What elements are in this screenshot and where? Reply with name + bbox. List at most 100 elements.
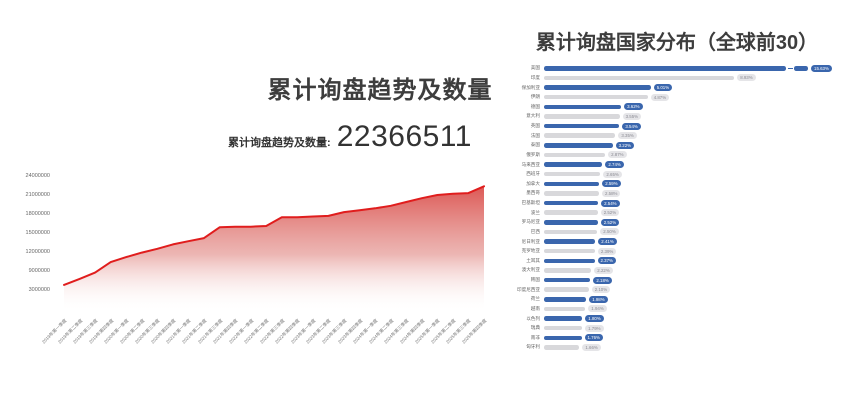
bar-row: 美国 15.63%: [506, 64, 850, 73]
bar-country-label: 澳大利亚: [521, 267, 540, 273]
bar-value-pill: 2.87%: [608, 151, 627, 159]
y-axis-label: 24000000: [25, 172, 50, 179]
trend-stat-value: 22366511: [336, 120, 472, 153]
bar-value-pill: 2.18%: [593, 276, 612, 284]
bar-row: 印度尼西亚 2.10%: [506, 285, 850, 294]
bar-row: 匈牙利 1.66%: [506, 343, 850, 352]
bar-value-pill: 3.22%: [615, 141, 635, 149]
bar-country-label: 墨西哥: [526, 190, 540, 196]
bar: [544, 258, 595, 264]
bar-row: 巴西 2.50%: [506, 228, 850, 237]
bar-country-label: 俄罗斯: [526, 151, 540, 157]
bar: [544, 325, 583, 331]
y-axis-label: 21000000: [25, 191, 50, 198]
bar-country-label: 南非: [530, 334, 540, 340]
bar-country-label: 加拿大: [526, 180, 540, 186]
y-axis-label: 18000000: [25, 210, 50, 217]
bar-value-pill: 2.54%: [601, 199, 620, 207]
bar: [544, 66, 786, 71]
bar-row: 保加利亚 5.01%: [506, 83, 850, 92]
bar-country-label: 西班牙: [526, 171, 540, 177]
bar: [544, 171, 601, 177]
bar-country-label: 巴西: [530, 228, 540, 234]
bar-country-label: 匈牙利: [526, 344, 540, 350]
trend-svg: [63, 185, 485, 310]
bar-value-pill: 5.01%: [653, 84, 673, 92]
bar-row: 荷兰 1.98%: [506, 295, 850, 304]
bar: [544, 220, 598, 225]
bar-row: 土耳其 2.37%: [506, 257, 850, 266]
bar-value-pill: 3.35%: [618, 132, 637, 140]
bar-country-label: 越南: [530, 305, 540, 311]
trend-stat: 累计询盘趋势及数量: 22366511: [170, 120, 530, 154]
bar-row: 澳大利亚 2.22%: [506, 266, 850, 275]
y-axis-label: 15000000: [25, 229, 50, 236]
bar: [544, 143, 613, 148]
bar-value-pill: 2.65%: [603, 170, 622, 178]
bar: [544, 123, 620, 129]
y-axis-label: 9000000: [28, 267, 50, 274]
bar-value-pill: 1.94%: [588, 305, 607, 313]
bar: [544, 268, 592, 273]
bar-row: 伊朗 4.87%: [506, 93, 850, 102]
bar-value-pill: 2.52%: [600, 209, 620, 217]
trend-chart-title: 累计询盘趋势及数量: [267, 77, 493, 104]
bar-value-pill: 8.93%: [737, 74, 756, 82]
bar: [544, 277, 591, 283]
bar-row: 加拿大 2.59%: [506, 180, 850, 189]
bar: [544, 239, 596, 244]
bar-value-pill: 3.55%: [622, 112, 642, 120]
bar-country-label: 英国: [530, 123, 540, 129]
trend-stat-label: 累计询盘趋势及数量:: [228, 137, 331, 149]
trend-area: [64, 186, 484, 310]
bar-row: 俄罗斯 2.87%: [506, 151, 850, 160]
bar-axis-break: [786, 66, 794, 71]
bar-country-label: 泰国: [530, 142, 540, 148]
bar: [544, 306, 586, 312]
bar-row: 马来西亚 2.74%: [506, 160, 850, 169]
bar-row: 英国 3.54%: [506, 122, 850, 131]
bar-country-label: 克罗地亚: [521, 248, 540, 254]
bar-value-pill: 1.66%: [582, 343, 601, 351]
bar-country-label: 印度尼西亚: [517, 286, 540, 292]
trend-line: [63, 185, 485, 286]
bar-country-label: 土耳其: [526, 257, 540, 263]
bar-country-label: 巴基斯坦: [521, 200, 540, 206]
bar-row: 波兰 2.52%: [506, 208, 850, 217]
bar: [794, 66, 808, 71]
bar-value-pill: 1.98%: [589, 295, 608, 303]
bar-row: 南非 1.76%: [506, 334, 850, 343]
bar-row: 泰国 3.22%: [506, 141, 850, 150]
bar-row: 印度 8.93%: [506, 74, 850, 83]
bar: [544, 316, 583, 321]
bar-value-pill: 2.10%: [591, 286, 611, 294]
bar-row: 巴基斯坦 2.54%: [506, 199, 850, 208]
bar-country-label: 尼日利亚: [521, 238, 540, 244]
bar-value-pill: 2.74%: [605, 161, 624, 169]
bar-value-pill: 2.58%: [602, 189, 621, 197]
bar: [544, 335, 582, 341]
bar-row: 韩国 2.18%: [506, 276, 850, 285]
bar-value-pill: 4.87%: [650, 93, 670, 101]
bar: [544, 287, 589, 292]
bar-country-label: 伊朗: [530, 94, 540, 100]
bar-row: 尼日利亚 2.41%: [506, 237, 850, 246]
bar-value-pill: 1.80%: [585, 315, 604, 323]
bar-value-pill: 2.41%: [598, 238, 617, 246]
bar: [544, 191, 599, 196]
bar-country-label: 荷兰: [530, 296, 540, 302]
bar: [544, 104, 622, 110]
bar-value-pill: 3.62%: [624, 103, 643, 111]
bar: [544, 133, 616, 138]
bar-country-label: 保加利亚: [521, 84, 540, 90]
bar: [544, 162, 603, 167]
bar-value-pill: 2.37%: [597, 257, 616, 265]
bar-country-label: 德国: [530, 103, 540, 109]
bar-row: 以色列 1.80%: [506, 314, 850, 323]
bar-value-pill: 2.50%: [600, 228, 619, 236]
bar-value-pill: 2.52%: [600, 218, 620, 226]
bar-country-label: 意大利: [526, 113, 540, 119]
bar: [544, 114, 620, 119]
bar-row: 意大利 3.55%: [506, 112, 850, 121]
y-axis-label: 12000000: [25, 248, 50, 255]
